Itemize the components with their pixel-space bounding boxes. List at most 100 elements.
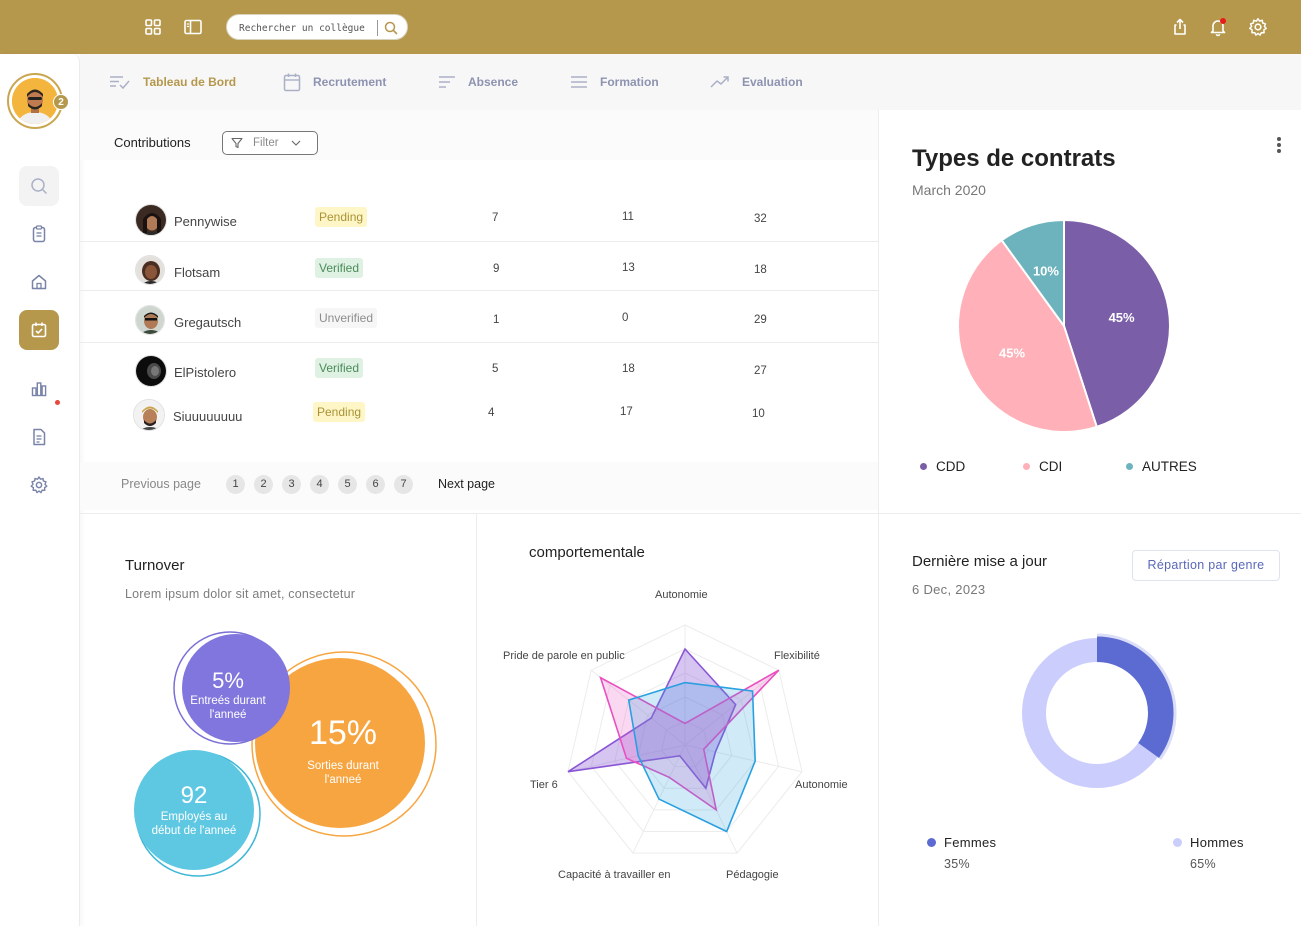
row-value: 1 xyxy=(493,314,500,326)
contributions-title: Contributions xyxy=(114,135,191,150)
sidebar-toggle-icon[interactable] xyxy=(183,17,203,37)
previous-page-link[interactable]: Previous page xyxy=(121,477,201,491)
page-button-7[interactable]: 7 xyxy=(394,475,413,494)
table-row[interactable]: Siuuuuuuuu Pending 4 17 10 xyxy=(80,392,878,442)
bubble-label: l'anneé xyxy=(324,774,362,786)
update-date: 6 Dec, 2023 xyxy=(912,582,986,597)
settings-gear-icon xyxy=(30,476,48,494)
grid-icon[interactable] xyxy=(143,17,163,37)
radar-axis-label: Pride de parole en public xyxy=(503,650,625,662)
clipboard-icon xyxy=(32,225,46,243)
bubble-label: l'anneé xyxy=(209,709,247,721)
row-name: Gregautsch xyxy=(174,315,242,330)
sidebar-item-tasks[interactable] xyxy=(19,214,59,254)
contracts-pie-chart: 45% 45% 10% xyxy=(957,218,1171,433)
page-button-5[interactable]: 5 xyxy=(338,475,357,494)
legend-label: Femmes xyxy=(944,835,997,850)
notification-bell-icon[interactable] xyxy=(1208,17,1228,37)
page-button-4[interactable]: 4 xyxy=(310,475,329,494)
page-button-2[interactable]: 2 xyxy=(254,475,273,494)
row-name: ElPistolero xyxy=(174,365,237,380)
share-icon[interactable] xyxy=(1170,17,1190,37)
sidebar-item-statistics[interactable] xyxy=(19,369,59,409)
sidebar-item-calendar[interactable] xyxy=(19,310,59,350)
radar-series-2[interactable] xyxy=(599,669,780,812)
legend-femmes: Femmes xyxy=(927,835,996,850)
pie-slice-cdi[interactable] xyxy=(957,238,1099,433)
radar-grid-ring xyxy=(614,672,756,811)
legend-label: AUTRES xyxy=(1142,459,1197,474)
legend-swatch xyxy=(1126,463,1133,470)
row-value: 18 xyxy=(622,363,635,375)
bubble-label: début de l'anneé xyxy=(151,825,237,837)
next-page-link[interactable]: Next page xyxy=(438,477,495,491)
radar-axis-label: Capacité à travailler en xyxy=(558,869,671,881)
bubble-value: 92 xyxy=(180,782,208,809)
bubble-sorties-text: 15% Sorties durant l'anneé xyxy=(290,714,396,787)
row-value: 11 xyxy=(622,211,634,223)
settings-gear-icon[interactable] xyxy=(1248,17,1268,37)
table-row[interactable]: Pennywise Pending 7 11 32 xyxy=(80,194,878,244)
radar-series-3[interactable] xyxy=(627,681,757,833)
pie-slice-autres[interactable] xyxy=(1000,218,1065,330)
bubble-sorties xyxy=(255,658,425,828)
sidebar-item-documents[interactable] xyxy=(19,417,59,457)
legend-cdd: CDD xyxy=(920,459,965,474)
bubble-employes-text: 92 Employés au début de l'anneé xyxy=(140,782,248,838)
pie-slice-cdd[interactable] xyxy=(1063,218,1171,429)
page-button-1[interactable]: 1 xyxy=(226,475,245,494)
bubble-ring xyxy=(251,651,437,837)
legend-hommes: Hommes xyxy=(1173,835,1244,850)
filter-funnel-icon xyxy=(231,137,243,149)
legend-label: CDI xyxy=(1039,459,1063,474)
tab-label: Tableau de Bord xyxy=(143,75,237,89)
table-row[interactable]: Gregautsch Unverified 1 0 29 xyxy=(80,294,878,344)
calendar-check-icon xyxy=(31,322,47,338)
top-bar xyxy=(0,0,1301,54)
calendar-alert-dot xyxy=(55,400,60,405)
user-avatar[interactable] xyxy=(7,73,63,129)
radar-axis-label: Pédagogie xyxy=(726,869,779,881)
search-icon[interactable] xyxy=(383,20,399,36)
sidebar-item-search[interactable] xyxy=(19,166,59,206)
legend-swatch xyxy=(1173,838,1182,847)
sidebar-item-settings[interactable] xyxy=(19,465,59,505)
tab-tableau-de-bord[interactable]: Tableau de Bord xyxy=(109,54,236,110)
filter-dropdown[interactable]: Filter xyxy=(222,131,318,155)
filter-label: Filter xyxy=(253,137,279,149)
panel-divider xyxy=(878,110,879,926)
dashboard-list-icon xyxy=(110,76,130,90)
donut-segment-femmes[interactable] xyxy=(1096,634,1176,760)
radar-axis-label: Tier 6 xyxy=(530,779,558,791)
tab-absence[interactable]: Absence xyxy=(438,54,518,110)
hommes-percentage: 65% xyxy=(1190,857,1216,871)
sidebar: 2 xyxy=(0,54,80,926)
page-button-6[interactable]: 6 xyxy=(366,475,385,494)
sidebar-item-home[interactable] xyxy=(19,262,59,302)
tab-recrutement[interactable]: Recrutement xyxy=(283,54,386,110)
gender-split-button[interactable]: Répartion par genre xyxy=(1132,550,1280,581)
calendar-icon xyxy=(283,73,301,92)
more-options-icon[interactable] xyxy=(1277,137,1283,155)
search-divider xyxy=(377,20,378,36)
tab-evaluation[interactable]: Evaluation xyxy=(710,54,803,110)
femmes-percentage: 35% xyxy=(944,857,970,871)
behaviour-radar-chart xyxy=(567,624,803,854)
radar-axis-label: Autonomie xyxy=(655,589,708,601)
bubble-employes xyxy=(134,750,254,870)
table-row[interactable]: ElPistolero Verified 5 18 27 xyxy=(80,345,878,395)
search-input[interactable] xyxy=(239,20,379,36)
bubble-label: Sorties durant xyxy=(307,760,379,772)
turnover-subtitle: Lorem ipsum dolor sit amet, consectetur xyxy=(125,587,356,601)
row-value: 29 xyxy=(754,314,767,326)
tab-formation[interactable]: Formation xyxy=(570,54,659,110)
status-badge: Verified xyxy=(315,258,364,278)
bubble-label: Employés au xyxy=(160,811,228,823)
tab-label: Evaluation xyxy=(742,75,803,89)
row-value: 5 xyxy=(492,363,499,375)
radar-axis-label: Flexibilité xyxy=(774,650,820,662)
page-button-3[interactable]: 3 xyxy=(282,475,301,494)
contracts-subtitle: March 2020 xyxy=(912,182,986,198)
legend-label: Hommes xyxy=(1190,835,1244,850)
table-row[interactable]: Flotsam Verified 9 13 18 xyxy=(80,244,878,294)
